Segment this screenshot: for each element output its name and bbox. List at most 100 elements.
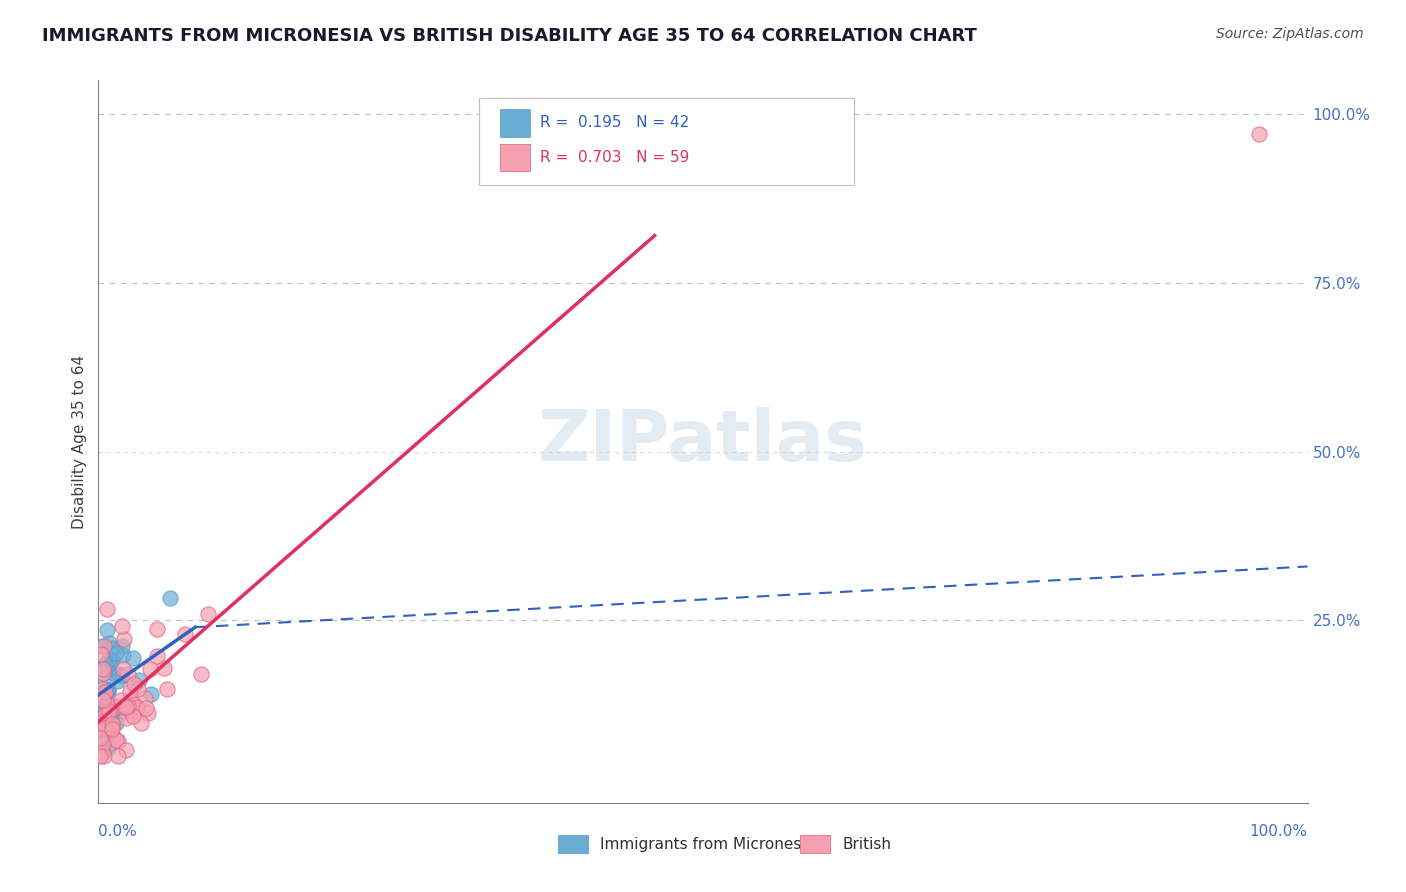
Point [94,685,117,699]
Point [139,687,162,701]
Point [98,656,121,670]
Point [91,666,114,681]
Point [111,705,134,719]
Point [108,667,131,681]
Point [97,740,120,755]
Point [91,709,114,723]
Bar [501,109,530,136]
Point [93,714,115,729]
Point [127,681,149,696]
Point [91,745,114,759]
Text: Immigrants from Micronesia: Immigrants from Micronesia [600,838,815,852]
Point [91,662,114,676]
Point [94,657,117,671]
Point [111,669,134,683]
Point [97,706,120,720]
Point [97,694,120,708]
Text: 0.0%: 0.0% [98,824,138,839]
Bar [501,144,530,171]
Point [93,722,115,736]
Point [94,719,117,733]
Point [115,700,138,714]
Point [91,681,114,696]
Point [90,639,112,653]
Point [90,706,112,720]
Point [112,700,135,714]
Point [108,699,131,714]
Point [89,674,111,689]
Point [91,693,114,707]
Point [114,742,136,756]
Point [94,706,117,721]
Point [127,700,149,714]
Text: British: British [842,838,891,852]
Point [93,731,115,746]
Point [96,624,118,638]
Point [101,665,124,680]
Point [100,712,122,726]
Point [93,748,115,763]
Point [111,619,134,633]
Point [91,696,114,710]
Point [135,701,157,715]
Point [90,647,112,661]
Point [96,698,118,712]
Point [120,684,142,698]
Point [100,716,122,731]
Point [111,639,134,653]
Point [131,715,153,730]
Bar [558,835,588,854]
Y-axis label: Disability Age 35 to 64: Disability Age 35 to 64 [72,354,87,529]
Point [146,648,169,663]
Point [93,737,115,751]
Point [146,623,169,637]
Point [97,704,120,718]
Point [93,639,115,653]
Point [111,648,134,662]
Point [122,709,145,723]
Point [101,722,124,736]
Point [139,662,162,676]
Point [91,692,114,706]
Point [1249,128,1271,142]
Point [93,717,115,731]
Point [138,706,160,720]
Point [197,607,219,622]
Point [101,653,124,667]
Point [89,731,111,746]
Point [101,729,124,743]
Point [105,646,128,660]
Point [100,725,122,739]
Point [107,748,129,763]
Point [118,703,141,717]
Point [110,693,132,707]
Point [173,626,195,640]
Point [101,720,124,734]
Point [97,683,120,698]
Point [104,699,127,714]
Point [97,682,120,697]
Text: 100.0%: 100.0% [1250,824,1308,839]
Point [112,632,135,646]
Point [122,697,145,711]
Point [156,681,179,696]
Point [105,700,128,714]
Point [97,636,120,650]
Point [89,721,111,735]
Point [101,641,124,656]
Point [153,661,176,675]
Point [115,711,138,725]
Point [117,667,139,681]
Text: R =  0.703   N = 59: R = 0.703 N = 59 [540,150,689,165]
Bar [800,835,830,854]
Point [190,666,212,681]
Point [96,682,118,697]
Point [89,748,111,763]
Text: ZIPatlas: ZIPatlas [538,407,868,476]
Point [117,699,139,714]
Point [134,691,156,706]
Point [112,662,135,676]
Point [107,734,129,748]
Point [104,715,127,730]
Point [94,663,117,677]
